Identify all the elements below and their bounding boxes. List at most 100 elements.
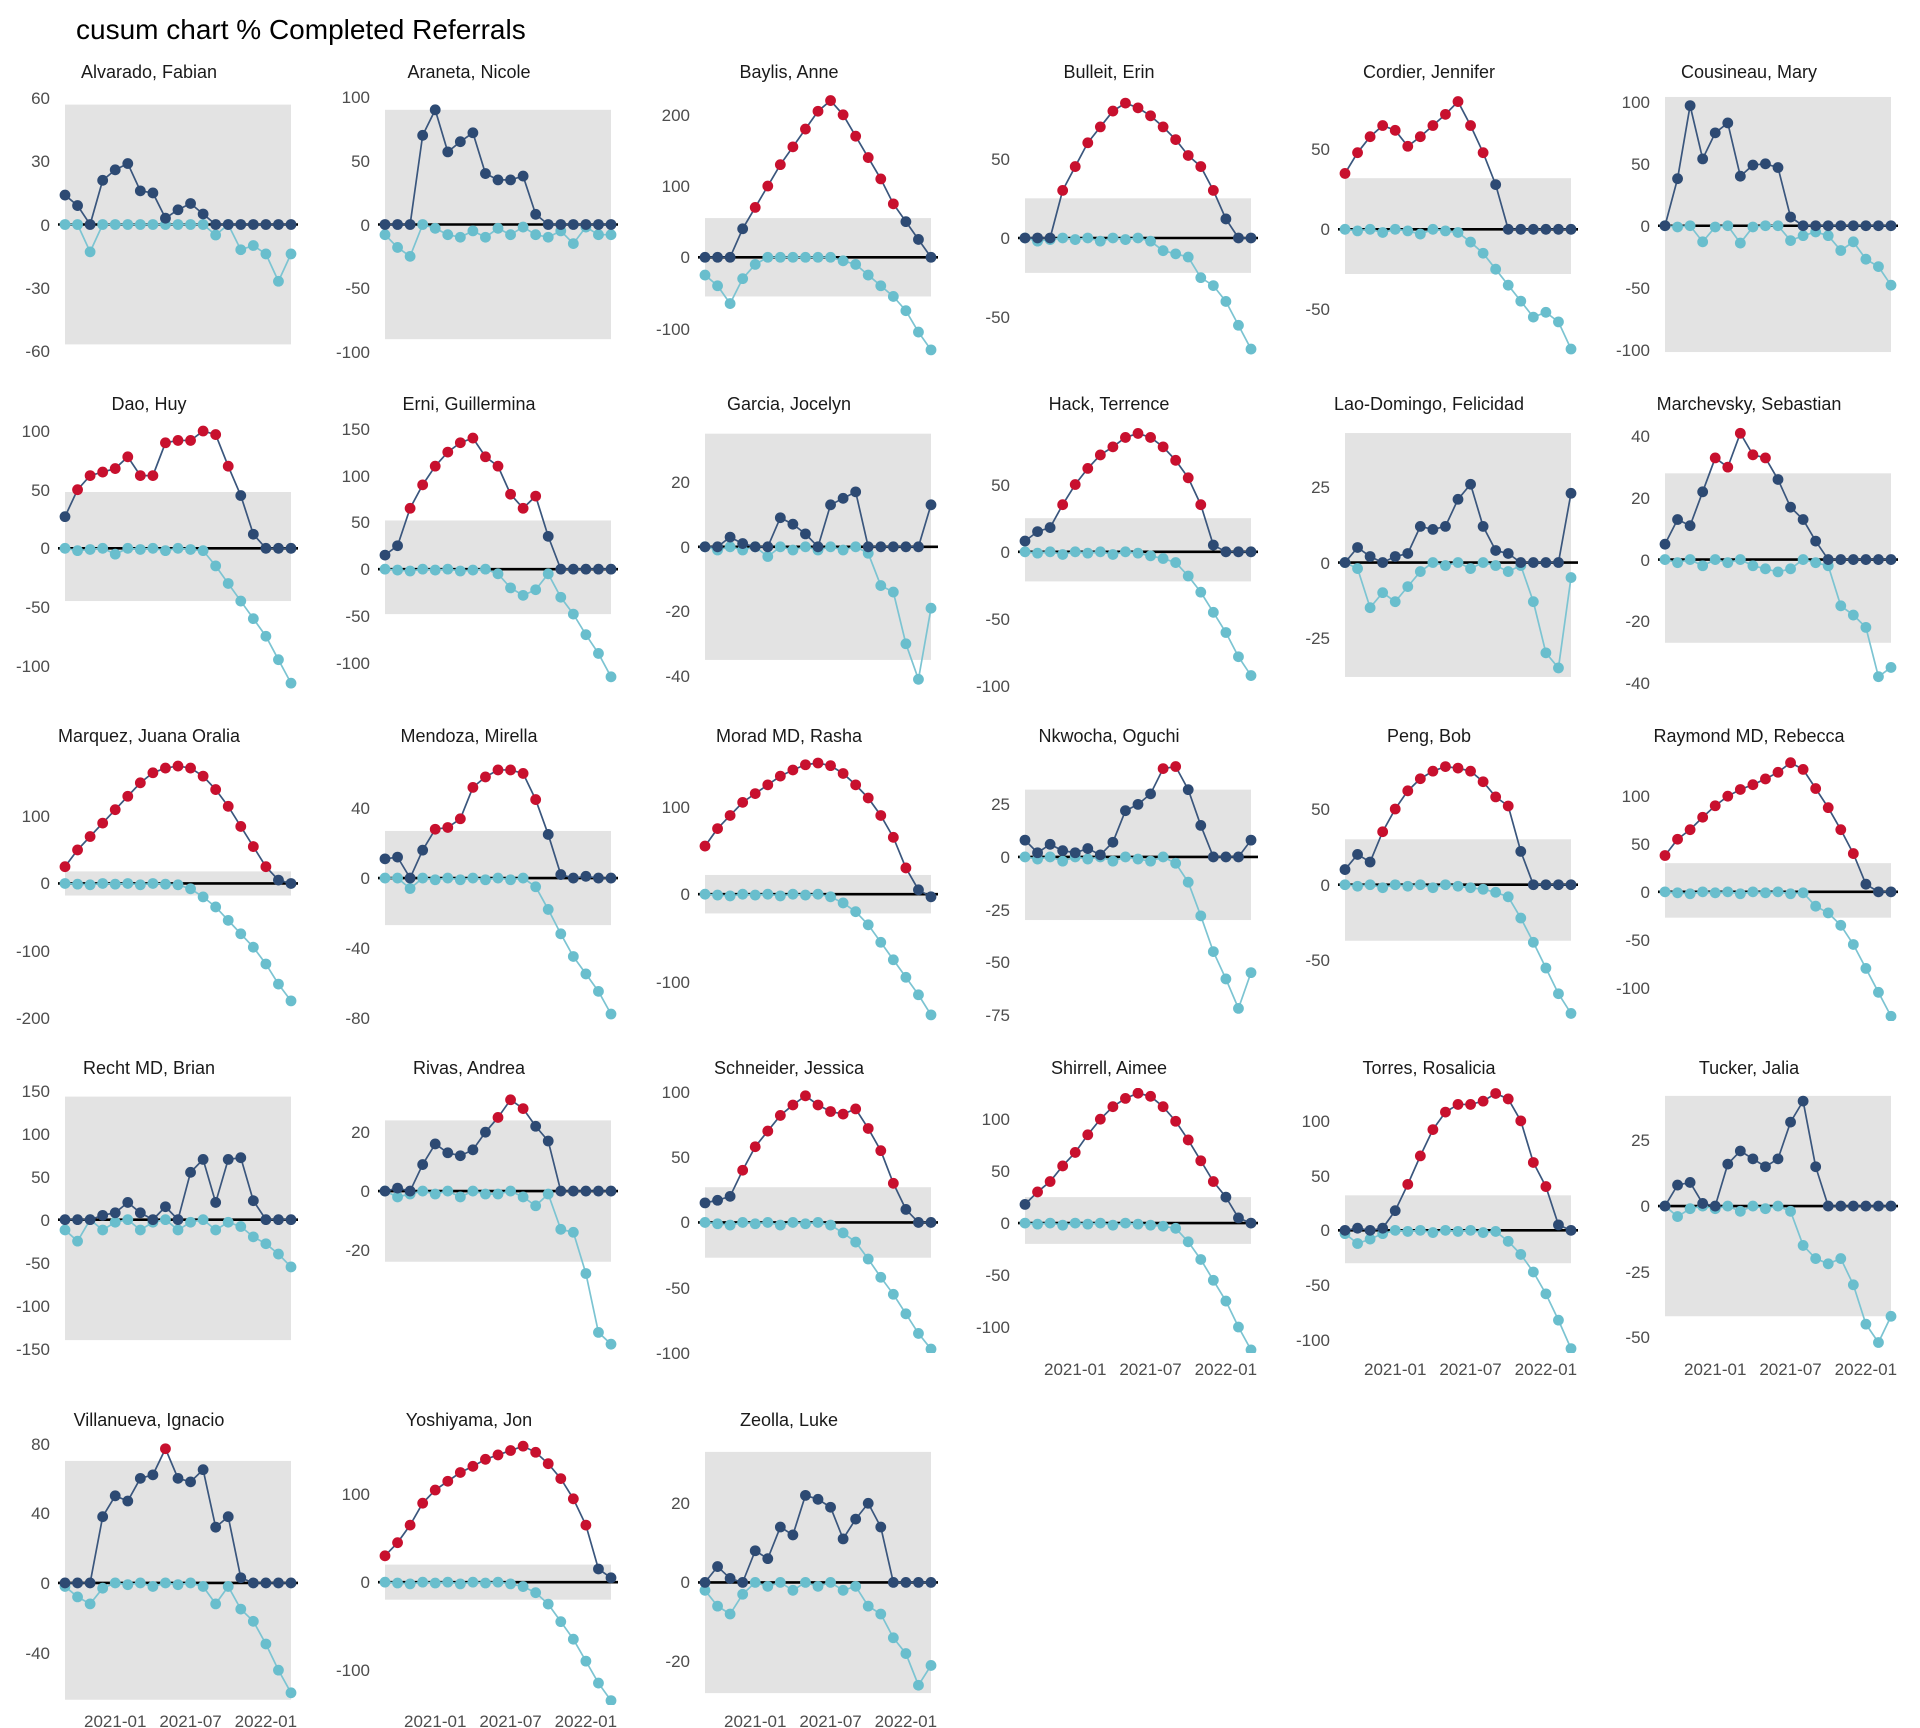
signal-point xyxy=(1414,773,1426,785)
data-point xyxy=(1427,223,1439,235)
data-point xyxy=(1747,159,1759,171)
data-point xyxy=(1032,232,1043,244)
data-point xyxy=(1565,1224,1577,1236)
y-tick-label: -100 xyxy=(655,1344,690,1363)
data-point xyxy=(1734,554,1746,565)
data-point xyxy=(925,891,937,903)
data-point xyxy=(580,563,592,575)
signal-point xyxy=(1477,147,1489,159)
data-point xyxy=(429,104,441,116)
data-point xyxy=(392,1182,403,1194)
data-point xyxy=(1797,230,1809,242)
data-point xyxy=(699,1576,711,1588)
data-point xyxy=(1120,1217,1131,1229)
data-point xyxy=(1565,343,1577,355)
plot-area: 25 0 -25 xyxy=(1280,424,1600,689)
y-tick-label: 0 xyxy=(40,874,50,894)
data-point xyxy=(1207,1274,1219,1286)
data-point xyxy=(134,185,146,197)
data-point xyxy=(1747,1200,1759,1212)
data-point xyxy=(1377,227,1389,238)
signal-point xyxy=(749,788,761,800)
data-point xyxy=(1684,520,1696,532)
data-point xyxy=(197,545,209,557)
data-point xyxy=(1785,211,1796,223)
data-point xyxy=(837,544,849,556)
signal-point xyxy=(787,1099,799,1111)
data-point xyxy=(580,1185,592,1197)
data-point xyxy=(84,219,96,230)
data-point xyxy=(1515,557,1527,568)
data-point xyxy=(1170,857,1182,869)
y-tick-label: 0 xyxy=(680,1573,690,1593)
signal-point xyxy=(1847,848,1859,859)
x-tick-label: 2021-07 xyxy=(799,1712,862,1728)
data-point xyxy=(160,1214,171,1226)
data-point xyxy=(109,548,121,560)
signal-point xyxy=(800,123,811,135)
signal-point xyxy=(530,490,542,502)
data-point xyxy=(392,851,403,863)
data-point xyxy=(1565,1008,1577,1019)
data-point xyxy=(147,1469,159,1481)
signal-point xyxy=(517,768,529,779)
cusum-plot xyxy=(58,104,298,345)
data-point xyxy=(555,591,567,603)
data-point xyxy=(1120,546,1131,558)
y-tick-label: 100 xyxy=(1621,787,1650,807)
facet-title: Morad MD, Rasha xyxy=(715,726,863,746)
data-point xyxy=(862,541,874,553)
cusum-plot xyxy=(1658,757,1898,1021)
signal-point xyxy=(1157,763,1169,775)
signal-point xyxy=(59,861,71,873)
data-point xyxy=(724,1573,736,1584)
plot-area: 200 100 0 -100 xyxy=(640,92,960,357)
y-tick-label: -25 xyxy=(1625,1262,1650,1282)
data-point xyxy=(1659,554,1671,565)
signal-point xyxy=(467,432,479,444)
signal-point xyxy=(580,1519,592,1531)
data-point xyxy=(1207,280,1219,291)
data-point xyxy=(1684,100,1696,112)
data-point xyxy=(1760,1161,1771,1173)
signal-point xyxy=(454,813,466,825)
data-point xyxy=(1515,846,1527,857)
y-tick-label: 0 xyxy=(1320,220,1330,240)
data-point xyxy=(1540,223,1552,235)
y-tick-label: -30 xyxy=(25,278,50,298)
data-point xyxy=(1452,227,1464,238)
y-tick-label: -50 xyxy=(25,1253,50,1273)
data-point xyxy=(84,544,96,555)
data-point xyxy=(222,1511,234,1523)
y-tick-label: -25 xyxy=(1305,628,1330,648)
data-point xyxy=(517,1581,529,1592)
signal-point xyxy=(517,1103,529,1115)
data-point xyxy=(887,586,899,598)
data-point xyxy=(542,568,554,580)
y-tick-label: 20 xyxy=(671,473,690,493)
data-point xyxy=(59,219,71,230)
y-tick-label: -20 xyxy=(665,602,690,622)
data-point xyxy=(1082,1218,1094,1230)
data-point xyxy=(467,872,479,884)
signal-point xyxy=(1515,1115,1527,1127)
data-point xyxy=(1502,1235,1514,1247)
data-point xyxy=(1352,880,1363,892)
data-point xyxy=(492,1188,504,1200)
data-point xyxy=(1553,879,1564,891)
signal-point xyxy=(1157,1101,1169,1113)
data-point xyxy=(825,541,836,553)
data-point xyxy=(925,1660,937,1671)
data-point xyxy=(1032,547,1043,559)
data-point xyxy=(580,1268,592,1279)
x-tick-label: 2022-01 xyxy=(1194,1360,1258,1379)
data-point xyxy=(567,1633,579,1645)
y-tick-label: -40 xyxy=(345,938,370,958)
data-point xyxy=(1182,251,1194,263)
data-point xyxy=(542,1188,554,1200)
data-point xyxy=(392,564,403,576)
signal-point xyxy=(247,841,259,852)
data-point xyxy=(913,1576,924,1588)
plot-area: 100 0 -100 xyxy=(640,756,960,1021)
data-point xyxy=(1709,1200,1721,1212)
